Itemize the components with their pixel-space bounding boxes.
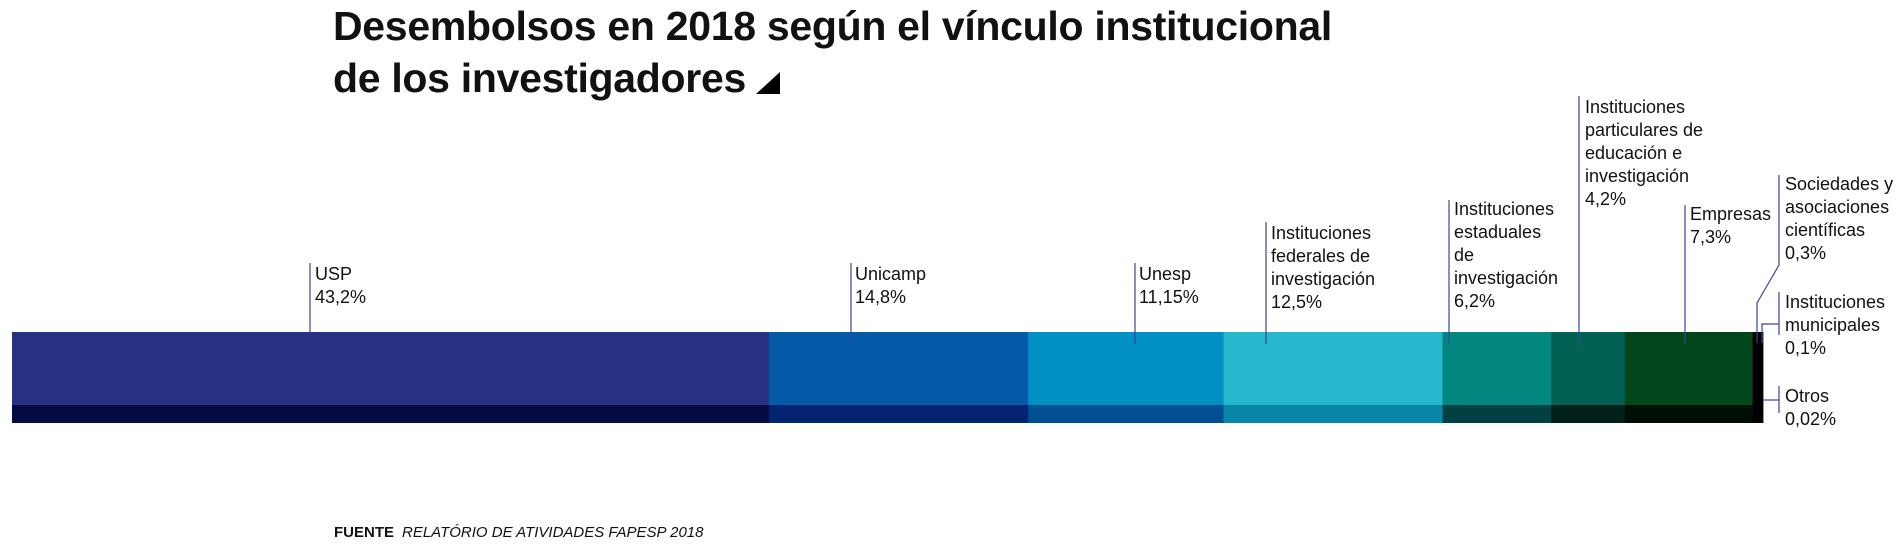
data-label-value: 14,8% bbox=[855, 287, 907, 307]
data-label-name: particulares de bbox=[1585, 120, 1704, 140]
data-label-name: Sociedades y bbox=[1785, 174, 1894, 194]
bar-segment-6 bbox=[1624, 332, 1754, 405]
data-label: Instituciones municipales 0,1% bbox=[1785, 291, 1885, 360]
data-label-name: científicas bbox=[1785, 220, 1866, 240]
data-label-name: Instituciones bbox=[1454, 199, 1555, 219]
data-label-value: 0,1% bbox=[1785, 338, 1827, 358]
bar-segment-3 bbox=[1223, 332, 1444, 405]
data-label-name: investigación bbox=[1271, 269, 1376, 289]
source-text: RELATÓRIO DE ATIVIDADES FAPESP 2018 bbox=[402, 524, 704, 541]
bar-shade-segment-6 bbox=[1624, 405, 1754, 423]
bar-segment-0 bbox=[12, 332, 770, 405]
chart-title-line1: Desembolsos en 2018 según el vínculo ins… bbox=[333, 3, 1332, 49]
data-label-name: investigación bbox=[1454, 268, 1559, 288]
source-note: FUENTE RELATÓRIO DE ATIVIDADES FAPESP 201… bbox=[334, 524, 703, 541]
data-label: Sociedades y asociaciones científicas 0,3% bbox=[1785, 173, 1893, 265]
triangle-icon bbox=[755, 72, 780, 94]
bar-segment-9 bbox=[1760, 332, 1764, 405]
data-label-name: Instituciones bbox=[1271, 223, 1372, 243]
bar-shade-segment-2 bbox=[1028, 405, 1225, 423]
bar-shade-segment-0 bbox=[12, 405, 770, 423]
bar-segment-2 bbox=[1028, 332, 1225, 405]
leader-line bbox=[1756, 175, 1780, 343]
data-label: Empresas 7,3% bbox=[1690, 203, 1771, 249]
bar-shade-segment-5 bbox=[1551, 405, 1626, 423]
data-label-name: Unesp bbox=[1139, 264, 1192, 284]
data-label: Instituciones estaduales de investigación 6,… bbox=[1454, 198, 1558, 313]
bar-segment-7 bbox=[1752, 332, 1759, 405]
data-label-name: Otros bbox=[1785, 386, 1830, 406]
data-label-name: educación e bbox=[1585, 143, 1683, 163]
source-label: FUENTE bbox=[334, 524, 394, 541]
bar-segment-4 bbox=[1442, 332, 1552, 405]
data-label-value: 6,2% bbox=[1454, 291, 1496, 311]
bar-shade-segment-9 bbox=[1760, 405, 1764, 423]
data-label-value: 4,2% bbox=[1585, 189, 1627, 209]
data-label: Unesp 11,15% bbox=[1139, 263, 1199, 309]
data-label-value: 0,3% bbox=[1785, 243, 1827, 263]
data-label-name: de bbox=[1454, 245, 1475, 265]
chart-title-line2: de los investigadores bbox=[333, 52, 1332, 104]
bar-shade-segment-8 bbox=[1757, 405, 1762, 423]
data-label-value: 0,02% bbox=[1785, 409, 1837, 429]
bar-segment-5 bbox=[1551, 332, 1626, 405]
data-label-name: Empresas bbox=[1690, 204, 1772, 224]
data-label: USP 43,2% bbox=[315, 263, 366, 309]
data-label-name: USP bbox=[315, 264, 353, 284]
chart-title-line2-text: de los investigadores bbox=[333, 55, 746, 101]
data-label-name: Instituciones bbox=[1785, 292, 1886, 312]
data-label: Instituciones federales de investigación 12… bbox=[1271, 222, 1375, 314]
bar-segment-1 bbox=[768, 332, 1029, 405]
data-label-name: Unicamp bbox=[855, 264, 927, 284]
data-label-value: 12,5% bbox=[1271, 292, 1323, 312]
data-label-value: 43,2% bbox=[315, 287, 367, 307]
data-label-name: asociaciones bbox=[1785, 197, 1890, 217]
data-label-name: federales de bbox=[1271, 246, 1371, 266]
data-label-name: Instituciones bbox=[1585, 97, 1686, 117]
bar-shade-segment-3 bbox=[1223, 405, 1444, 423]
leader-line bbox=[1761, 323, 1779, 343]
data-label-name: estaduales bbox=[1454, 222, 1542, 242]
data-label-value: 11,15% bbox=[1139, 287, 1199, 307]
data-label: Unicamp 14,8% bbox=[855, 263, 926, 309]
bar-segment-8 bbox=[1757, 332, 1762, 405]
data-label-value: 7,3% bbox=[1690, 227, 1732, 247]
data-label-name: investigación bbox=[1585, 166, 1690, 186]
bar-shade-segment-1 bbox=[768, 405, 1029, 423]
bar-shade-segment-4 bbox=[1442, 405, 1552, 423]
data-label: Instituciones particulares de educación e i… bbox=[1585, 96, 1703, 211]
chart-title: Desembolsos en 2018 según el vínculo ins… bbox=[333, 0, 1332, 104]
data-label-name: municipales bbox=[1785, 315, 1881, 335]
bar-shade-segment-7 bbox=[1752, 405, 1759, 423]
data-label: Otros 0,02% bbox=[1785, 385, 1836, 431]
